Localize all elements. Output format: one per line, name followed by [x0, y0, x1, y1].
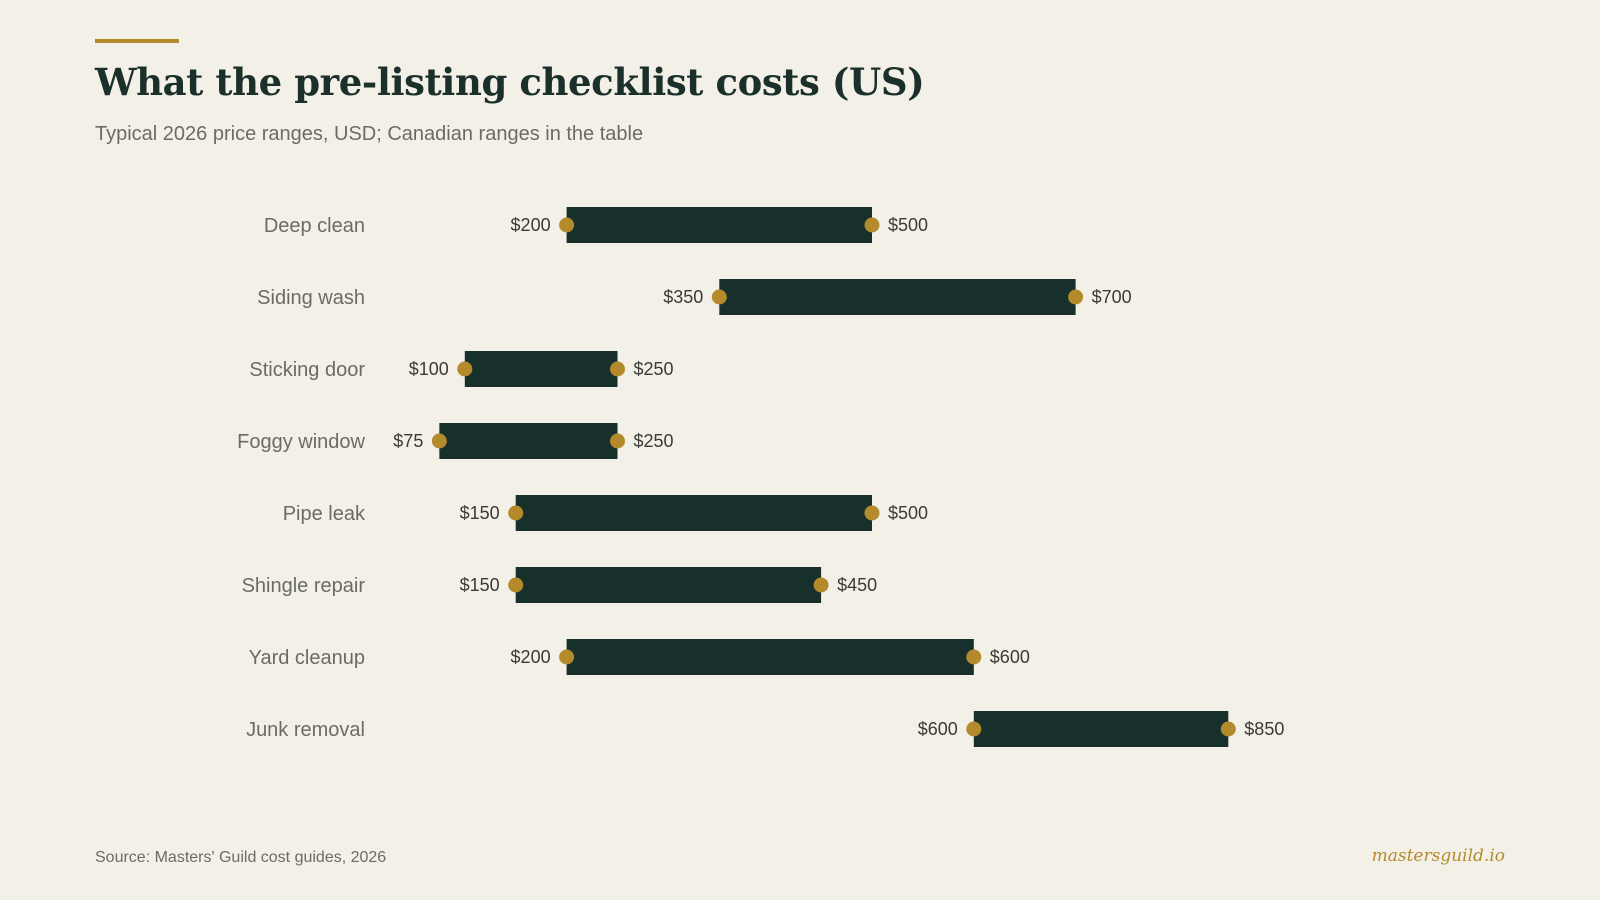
- low-endpoint-dot: [457, 361, 473, 377]
- low-endpoint-dot: [966, 721, 982, 737]
- low-value-label: $200: [511, 647, 551, 667]
- low-value-label: $350: [663, 287, 703, 307]
- range-bar: [515, 495, 872, 531]
- category-label: Sticking door: [249, 359, 365, 381]
- low-value-label: $100: [409, 359, 449, 379]
- low-endpoint-dot: [711, 289, 727, 305]
- high-endpoint-dot: [610, 361, 625, 377]
- range-bar: [464, 351, 618, 387]
- category-label: Shingle repair: [242, 575, 366, 597]
- low-value-label: $200: [511, 215, 551, 235]
- low-value-label: $75: [393, 431, 423, 451]
- high-value-label: $450: [837, 575, 877, 595]
- range-bar: [719, 279, 1076, 315]
- accent-rule: [95, 39, 179, 43]
- category-label: Pipe leak: [283, 503, 366, 525]
- range-bar: [439, 423, 618, 459]
- chart-subtitle: Typical 2026 price ranges, USD; Canadian…: [95, 123, 644, 145]
- high-value-label: $250: [634, 359, 674, 379]
- category-label: Yard cleanup: [249, 647, 365, 669]
- low-endpoint-dot: [508, 577, 524, 593]
- low-endpoint-dot: [559, 649, 575, 665]
- high-value-label: $600: [990, 647, 1030, 667]
- high-endpoint-dot: [1220, 721, 1236, 737]
- category-label: Foggy window: [237, 431, 365, 453]
- source-note: Source: Masters' Guild cost guides, 2026: [95, 849, 387, 866]
- range-bar: [515, 567, 822, 603]
- low-endpoint-dot: [559, 217, 575, 233]
- range-bar: [566, 639, 974, 675]
- category-label: Junk removal: [246, 719, 365, 741]
- high-endpoint-dot: [610, 433, 625, 449]
- range-bar: [973, 711, 1229, 747]
- high-endpoint-dot: [1068, 289, 1084, 305]
- range-bar: [566, 207, 872, 243]
- high-value-label: $500: [888, 503, 928, 523]
- high-endpoint-dot: [864, 217, 880, 233]
- low-value-label: $150: [460, 575, 500, 595]
- high-endpoint-dot: [864, 505, 880, 521]
- high-endpoint-dot: [813, 577, 829, 593]
- range-chart: Deep clean $200 $500 Siding wash $350 $700 Sti…: [237, 207, 1284, 747]
- high-value-label: $700: [1092, 287, 1132, 307]
- low-value-label: $600: [918, 719, 958, 739]
- category-label: Deep clean: [264, 215, 365, 237]
- brand-link[interactable]: mastersguild.io: [1371, 846, 1505, 866]
- high-value-label: $500: [888, 215, 928, 235]
- category-label: Siding wash: [257, 287, 365, 309]
- chart-title: What the pre-listing checklist costs (US…: [95, 60, 925, 104]
- high-endpoint-dot: [966, 649, 982, 665]
- low-value-label: $150: [460, 503, 500, 523]
- low-endpoint-dot: [431, 433, 447, 449]
- high-value-label: $250: [634, 431, 674, 451]
- high-value-label: $850: [1244, 719, 1284, 739]
- low-endpoint-dot: [508, 505, 524, 521]
